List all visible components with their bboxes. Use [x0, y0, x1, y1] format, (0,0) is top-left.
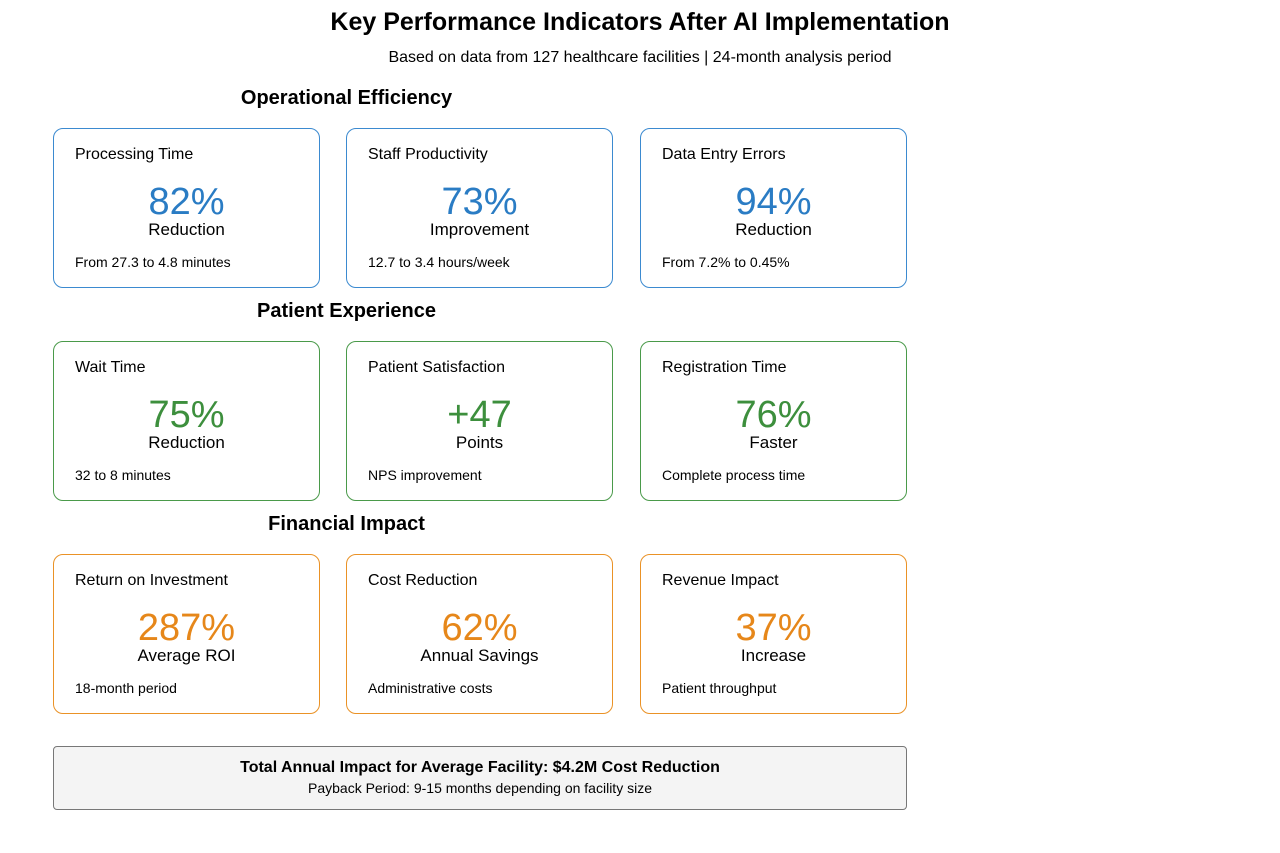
summary-headline: Total Annual Impact for Average Facility…: [240, 759, 720, 776]
kpi-note: Complete process time: [662, 467, 806, 483]
kpi-note: From 7.2% to 0.45%: [662, 254, 790, 270]
kpi-label: Cost Reduction: [368, 572, 478, 589]
kpi-label: Wait Time: [75, 359, 146, 376]
kpi-value: +47: [447, 394, 512, 436]
kpi-label: Patient Satisfaction: [368, 359, 505, 376]
kpi-card: Return on Investment 287% Average ROI 18-mo…: [53, 554, 320, 714]
kpi-value: 82%: [148, 181, 225, 223]
kpi-card: Registration Time 76% Faster Complete proce…: [640, 341, 907, 501]
kpi-value: 287%: [137, 607, 236, 649]
kpi-card: Data Entry Errors 94% Reduction From 7.2% t…: [640, 128, 907, 288]
kpi-unit: Increase: [740, 646, 807, 665]
kpi-card: Patient Satisfaction +47 Points NPS improve…: [346, 341, 613, 501]
page-subtitle: Based on data from 127 healthcare facili…: [388, 49, 892, 66]
kpi-unit: Improvement: [429, 220, 530, 239]
kpi-label: Data Entry Errors: [662, 146, 786, 163]
kpi-value: 73%: [441, 181, 518, 223]
section-heading-patient-experience: Patient Experience: [257, 300, 436, 322]
kpi-unit: Reduction: [148, 220, 225, 239]
kpi-value: 75%: [148, 394, 225, 436]
kpi-label: Return on Investment: [75, 572, 228, 589]
kpi-card: Revenue Impact 37% Increase Patient through…: [640, 554, 907, 714]
kpi-unit: Average ROI: [137, 646, 236, 665]
kpi-value: 62%: [441, 607, 518, 649]
kpi-note: Patient throughput: [662, 680, 777, 696]
kpi-card: Processing Time 82% Reduction From 27.3 to …: [53, 128, 320, 288]
kpi-note: From 27.3 to 4.8 minutes: [75, 254, 231, 270]
kpi-value: 94%: [735, 181, 812, 223]
kpi-note: Administrative costs: [368, 680, 493, 696]
kpi-value: 76%: [735, 394, 812, 436]
page-title: Key Performance Indicators After AI Impl…: [330, 8, 950, 36]
kpi-note: 32 to 8 minutes: [75, 467, 171, 483]
kpi-note: 18-month period: [75, 680, 177, 696]
summary-detail: Payback Period: 9-15 months depending on…: [308, 780, 652, 796]
kpi-label: Staff Productivity: [368, 146, 488, 163]
kpi-card: Staff Productivity 73% Improvement 12.7 to …: [346, 128, 613, 288]
kpi-label: Revenue Impact: [662, 572, 779, 589]
section-heading-financial-impact: Financial Impact: [268, 513, 425, 535]
kpi-unit: Reduction: [148, 433, 225, 452]
kpi-note: NPS improvement: [368, 467, 482, 483]
kpi-card: Wait Time 75% Reduction 32 to 8 minutes: [53, 341, 320, 501]
kpi-unit: Faster: [749, 433, 798, 452]
kpi-note: 12.7 to 3.4 hours/week: [368, 254, 510, 270]
kpi-unit: Annual Savings: [420, 646, 539, 665]
kpi-card: Cost Reduction 62% Annual Savings Administr…: [346, 554, 613, 714]
summary-box: Total Annual Impact for Average Facility…: [53, 746, 907, 810]
section-heading-operational-efficiency: Operational Efficiency: [240, 87, 453, 109]
kpi-unit: Reduction: [735, 220, 812, 239]
kpi-label: Registration Time: [662, 359, 787, 376]
kpi-label: Processing Time: [75, 146, 194, 163]
kpi-unit: Points: [455, 433, 504, 452]
kpi-value: 37%: [735, 607, 812, 649]
